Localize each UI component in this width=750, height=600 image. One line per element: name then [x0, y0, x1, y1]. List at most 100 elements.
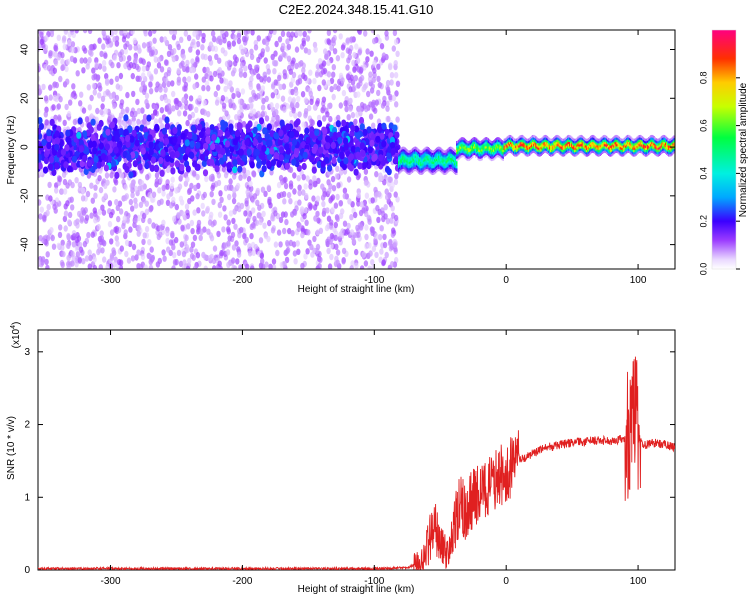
noise-speckle: [381, 259, 386, 266]
noise-speckle: [70, 260, 75, 267]
noise-speckle: [114, 199, 119, 206]
noise-band-cell: [220, 148, 226, 156]
noise-speckle: [67, 31, 73, 38]
noise-band-cell: [355, 151, 361, 159]
noise-speckle: [260, 48, 266, 55]
noise-speckle: [317, 263, 322, 269]
noise-speckle: [260, 104, 266, 111]
noise-speckle: [301, 174, 306, 181]
noise-speckle: [303, 74, 308, 82]
noise-speckle: [147, 217, 152, 225]
noise-speckle: [85, 63, 90, 70]
noise-speckle: [286, 43, 292, 51]
noise-band-cell: [266, 123, 272, 131]
noise-band-cell: [126, 153, 132, 161]
noise-speckle: [231, 197, 237, 205]
noise-speckle: [321, 96, 327, 103]
noise-speckle: [116, 61, 121, 69]
noise-band-cell: [96, 161, 102, 169]
noise-speckle: [332, 48, 338, 55]
noise-speckle: [306, 48, 312, 56]
noise-speckle: [133, 217, 138, 224]
noise-band-cell: [267, 139, 273, 147]
noise-band-cell: [325, 142, 331, 150]
noise-speckle: [222, 205, 227, 212]
noise-speckle: [133, 197, 138, 204]
noise-speckle: [219, 249, 224, 257]
noise-speckle: [316, 177, 321, 185]
noise-speckle: [158, 224, 164, 231]
noise-speckle: [185, 246, 190, 254]
noise-speckle: [196, 228, 201, 235]
noise-speckle: [102, 256, 107, 263]
noise-speckle: [359, 74, 365, 82]
noise-speckle: [72, 233, 77, 240]
noise-speckle: [192, 30, 197, 37]
noise-speckle: [248, 83, 253, 91]
noise-speckle: [58, 75, 63, 83]
noise-band-cell: [343, 137, 349, 145]
noise-band-cell: [322, 127, 328, 135]
noise-band-cell: [353, 168, 359, 176]
noise-speckle: [187, 197, 192, 205]
noise-band-cell: [161, 127, 168, 135]
noise-speckle: [330, 206, 336, 213]
noise-speckle: [359, 265, 365, 269]
noise-speckle: [124, 239, 130, 246]
noise-speckle: [387, 240, 393, 247]
noise-speckle: [112, 102, 117, 110]
noise-speckle: [46, 65, 52, 72]
noise-speckle: [261, 97, 266, 105]
noise-band-cell: [316, 120, 323, 128]
noise-speckle: [148, 88, 154, 95]
noise-speckle: [357, 49, 362, 56]
noise-band-cell: [197, 123, 203, 131]
noise-speckle: [62, 43, 67, 50]
noise-speckle: [377, 234, 383, 241]
noise-speckle: [343, 100, 348, 107]
noise-speckle: [142, 85, 148, 93]
noise-speckle: [392, 241, 398, 248]
noise-speckle: [95, 107, 100, 115]
noise-band-cell: [381, 140, 387, 148]
noise-speckle: [190, 227, 195, 235]
noise-speckle: [71, 31, 77, 38]
noise-speckle: [376, 75, 381, 83]
noise-band-cell: [160, 148, 166, 157]
noise-speckle: [136, 224, 142, 231]
noise-speckle: [98, 264, 103, 269]
noise-speckle: [130, 205, 135, 212]
noise-band-cell: [170, 167, 176, 175]
noise-speckle: [313, 215, 318, 222]
noise-speckle: [329, 232, 335, 240]
noise-speckle: [211, 198, 216, 206]
noise-speckle: [255, 187, 260, 195]
noise-speckle: [259, 252, 264, 259]
noise-speckle: [276, 229, 282, 236]
noise-speckle: [56, 34, 61, 41]
noise-speckle: [228, 210, 234, 217]
noise-band-cell: [242, 154, 248, 162]
noise-speckle: [190, 241, 196, 248]
noise-speckle: [290, 88, 295, 96]
noise-speckle: [247, 243, 252, 250]
noise-speckle: [263, 57, 268, 64]
noise-speckle: [56, 54, 61, 61]
noise-speckle: [390, 261, 395, 268]
noise-speckle: [224, 110, 229, 117]
noise-speckle: [104, 78, 110, 85]
noise-speckle: [123, 48, 128, 55]
noise-speckle: [171, 55, 177, 63]
noise-speckle: [370, 83, 375, 90]
noise-speckle: [171, 196, 176, 203]
noise-speckle: [342, 187, 348, 194]
noise-band-cell: [392, 124, 398, 132]
noise-speckle: [276, 181, 282, 189]
noise-speckle: [166, 50, 172, 57]
noise-speckle: [219, 196, 224, 203]
noise-band-cell: [369, 139, 375, 147]
noise-speckle: [130, 30, 135, 35]
noise-band-cell: [238, 148, 244, 156]
noise-speckle: [204, 175, 209, 183]
noise-speckle: [277, 74, 282, 82]
